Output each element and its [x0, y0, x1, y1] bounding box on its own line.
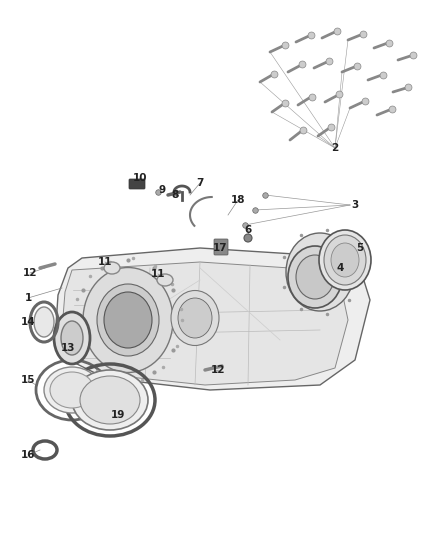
Ellipse shape — [331, 243, 359, 277]
Ellipse shape — [104, 262, 120, 274]
Ellipse shape — [50, 372, 94, 408]
Text: 9: 9 — [159, 185, 166, 195]
Text: 5: 5 — [357, 243, 364, 253]
Ellipse shape — [34, 307, 54, 337]
Text: 11: 11 — [98, 257, 112, 267]
Text: 1: 1 — [25, 293, 32, 303]
Text: 11: 11 — [151, 269, 165, 279]
Text: 2: 2 — [332, 143, 339, 153]
Ellipse shape — [44, 367, 100, 413]
Ellipse shape — [319, 230, 371, 290]
Text: 15: 15 — [21, 375, 35, 385]
Ellipse shape — [324, 235, 366, 285]
Text: 12: 12 — [211, 365, 225, 375]
Text: 6: 6 — [244, 225, 251, 235]
Text: 7: 7 — [196, 178, 204, 188]
Ellipse shape — [288, 246, 342, 308]
Ellipse shape — [296, 255, 334, 299]
Text: 10: 10 — [133, 173, 147, 183]
Ellipse shape — [178, 298, 212, 338]
Text: 4: 4 — [336, 263, 344, 273]
Ellipse shape — [61, 321, 83, 355]
Text: 8: 8 — [171, 190, 179, 200]
Ellipse shape — [171, 290, 219, 345]
Ellipse shape — [83, 268, 173, 373]
Polygon shape — [62, 262, 348, 385]
Text: 3: 3 — [351, 200, 359, 210]
Text: 14: 14 — [21, 317, 35, 327]
Ellipse shape — [97, 284, 159, 356]
Text: 16: 16 — [21, 450, 35, 460]
Polygon shape — [55, 248, 370, 390]
Ellipse shape — [80, 376, 140, 424]
FancyBboxPatch shape — [129, 179, 145, 189]
Ellipse shape — [72, 370, 148, 430]
Ellipse shape — [244, 234, 252, 242]
Text: 12: 12 — [23, 268, 37, 278]
FancyBboxPatch shape — [214, 239, 228, 255]
Text: 17: 17 — [213, 243, 227, 253]
Ellipse shape — [157, 274, 173, 286]
Text: 18: 18 — [231, 195, 245, 205]
Text: 13: 13 — [61, 343, 75, 353]
Ellipse shape — [54, 312, 90, 364]
Ellipse shape — [104, 292, 152, 348]
Text: 19: 19 — [111, 410, 125, 420]
Ellipse shape — [286, 233, 354, 311]
